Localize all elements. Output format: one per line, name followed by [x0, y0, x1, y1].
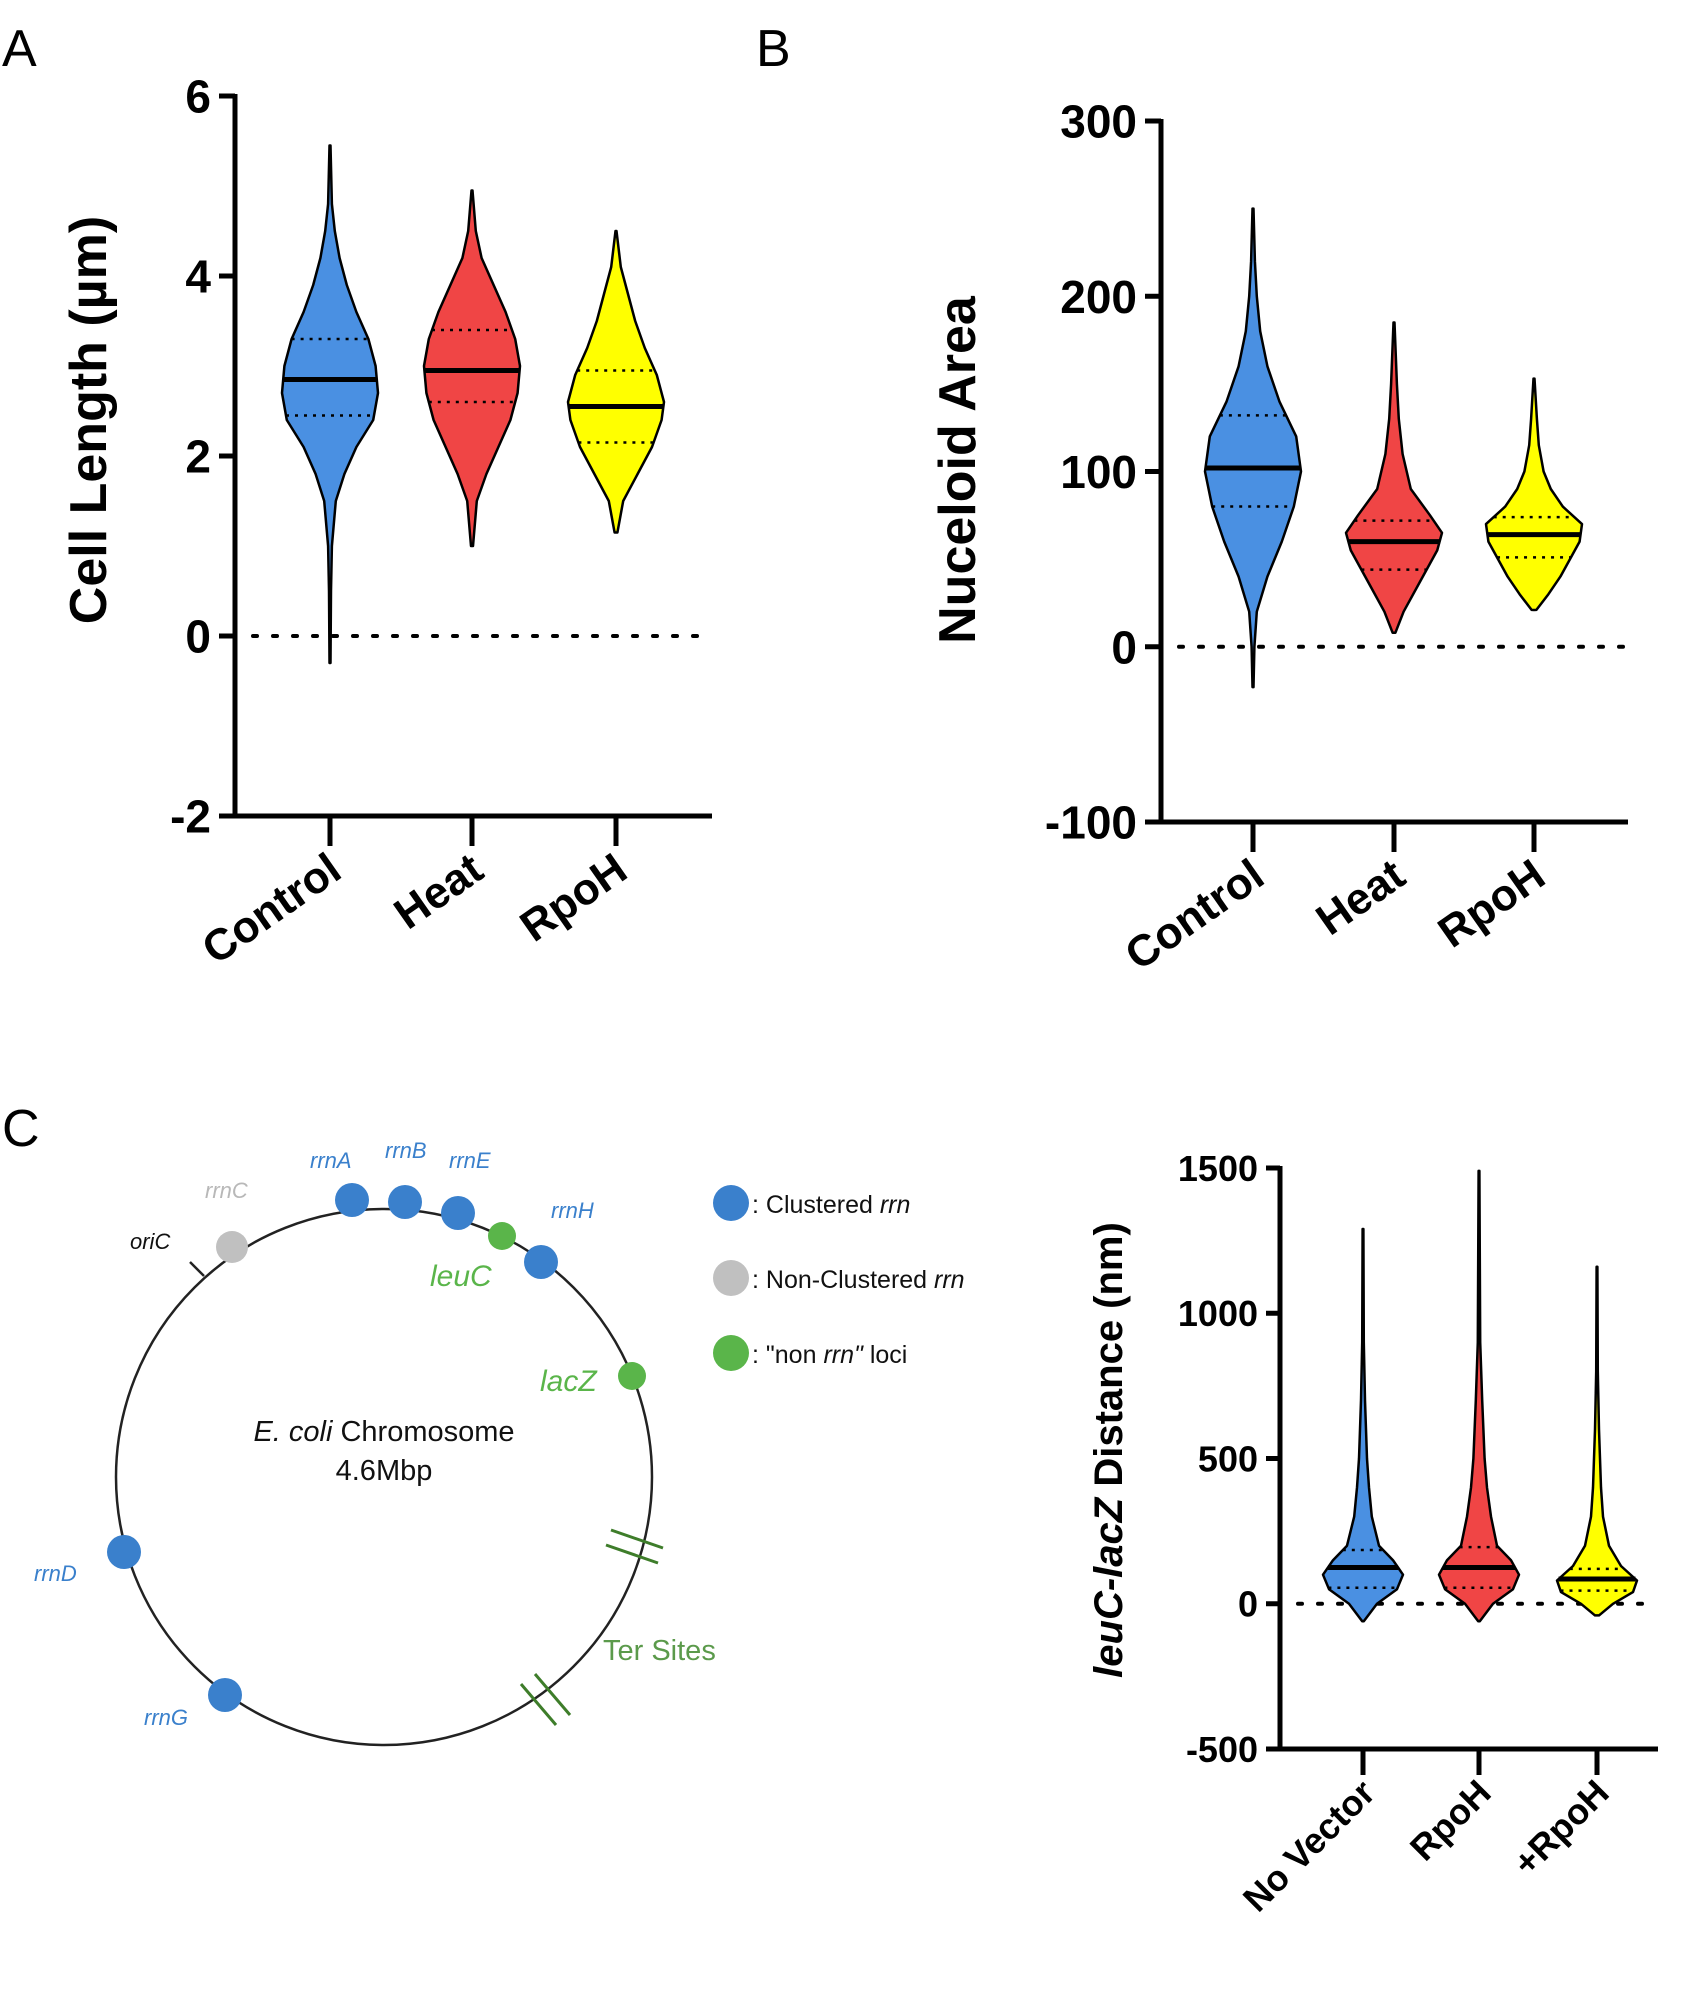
- violin-body-control: [1203, 207, 1303, 689]
- legend-swatch-clustered: [713, 1185, 749, 1221]
- legend-text-clustered-italic: rrn: [880, 1191, 911, 1219]
- locus-lacz-label: lacZ: [540, 1365, 598, 1398]
- y-axis-label: Nuceloid Area: [929, 295, 987, 644]
- y-tick-label-1500: 1500: [1178, 1148, 1258, 1189]
- legend-item-non-clustered: : Non-Clustered rrn: [713, 1260, 965, 1296]
- locus-rrnd-marker: [107, 1535, 141, 1569]
- x-tick-label-control: Control: [194, 844, 350, 974]
- chromosome-title: E. coli Chromosome: [253, 1416, 514, 1448]
- locus-leuc-label: leuC: [430, 1260, 492, 1293]
- y-tick-label-1000: 1000: [1178, 1293, 1258, 1334]
- y-tick-label-500: -500: [1186, 1729, 1258, 1770]
- violin-heat: [1344, 321, 1444, 634]
- locus-leuc-marker: [488, 1222, 516, 1250]
- chromosome-size: 4.6Mbp: [336, 1455, 433, 1487]
- locus-rrna-label: rrnA: [310, 1148, 352, 1173]
- legend-text-non-rrn-suffix: loci: [863, 1341, 907, 1369]
- panel-label-a: A: [2, 20, 37, 78]
- legend-item-clustered: : Clustered rrn: [713, 1185, 910, 1221]
- x-tick-label-heat: Heat: [386, 844, 493, 939]
- ter-site-marks-upper: [605, 1528, 664, 1565]
- x-tick-label-rpoh: RpoH: [1402, 1772, 1499, 1869]
- y-tick-label-2: 2: [185, 431, 211, 483]
- violin-body-rpoh: [1484, 377, 1584, 612]
- y-tick-label-100: -100: [1045, 797, 1137, 849]
- x-tick-label-heat: Heat: [1308, 850, 1415, 945]
- oric-label: oriC: [130, 1229, 170, 1254]
- x-tick-label-rpoh: RpoH: [512, 844, 636, 951]
- legend-text-clustered: : Clustered rrn: [752, 1191, 910, 1219]
- chart-nucleoid-area: -100 0 100 200 300 Control Heat RpoH Nuceloid Ar…: [929, 96, 1630, 980]
- chart-cell-length: -2 0 2 4 6 Control Heat RpoH Cell Length (µm): [60, 71, 714, 974]
- legend-text-non-rrn: : "non rrn" loci: [752, 1341, 907, 1369]
- locus-lacz-marker: [618, 1362, 646, 1390]
- legend-text-non-clustered-italic: rrn: [934, 1266, 965, 1294]
- y-tick-label-500: 500: [1198, 1438, 1258, 1479]
- violin-body-rpoh: [1437, 1169, 1521, 1623]
- violin-no-vector: [1321, 1227, 1405, 1623]
- violin-rpoh: [1555, 1265, 1639, 1617]
- chromosome-title-rest: Chromosome: [332, 1416, 514, 1448]
- violin-heat: [422, 189, 522, 548]
- x-tick-label-rpoh: +RpoH: [1505, 1772, 1617, 1884]
- chromosome-circle: [114, 1207, 654, 1747]
- locus-rrnb-label: rrnB: [385, 1138, 427, 1163]
- y-axis-label-rest: Distance (nm): [1087, 1222, 1131, 1498]
- locus-rrnd-label: rrnD: [34, 1561, 77, 1586]
- violin-control: [280, 144, 380, 665]
- legend-text-non-rrn-italic: rrn": [823, 1341, 864, 1369]
- y-tick-label-200: 200: [1060, 271, 1137, 323]
- chromosome-diagram: oriC Ter Sites rrnC rrnA rrnB rrnE leuC …: [34, 1138, 965, 1747]
- legend-text-non-rrn-prefix: : "non: [752, 1341, 823, 1369]
- violin-body-no-vector: [1321, 1227, 1405, 1623]
- violin-body-rpoh: [1555, 1265, 1639, 1617]
- panel-label-b: B: [756, 20, 791, 78]
- violin-rpoh: [1484, 377, 1584, 612]
- legend-item-non-rrn: : "non rrn" loci: [713, 1335, 907, 1371]
- locus-rrne-marker: [441, 1196, 475, 1230]
- locus-rrnc-label: rrnC: [205, 1178, 248, 1203]
- chart-leuc-lacz-distance: -500 0 500 1000 1500 No Vector RpoH +RpoH leuC-l…: [1087, 1148, 1660, 1920]
- violin-body-control: [280, 144, 380, 665]
- violin-rpoh: [566, 229, 666, 534]
- legend-text-non-clustered-prefix: : Non-Clustered: [752, 1266, 934, 1294]
- chromosome-title-italic: E. coli: [253, 1416, 334, 1448]
- violin-control: [1203, 207, 1303, 689]
- legend-swatch-non-clustered: [713, 1260, 749, 1296]
- legend-swatch-non-rrn: [713, 1335, 749, 1371]
- locus-rrna-marker: [335, 1183, 369, 1217]
- ter-site-marks-lower: [519, 1673, 572, 1726]
- y-axis-label-italic: leuC-lacZ: [1087, 1496, 1131, 1678]
- y-tick-label-100: 100: [1060, 446, 1137, 498]
- y-axis-label: Cell Length (µm): [60, 216, 118, 624]
- locus-rrng-marker: [208, 1678, 242, 1712]
- locus-rrnc-marker: [216, 1231, 248, 1263]
- locus-rrnb-marker: [388, 1185, 422, 1219]
- violin-body-heat: [1344, 321, 1444, 634]
- y-tick-label-2: -2: [170, 791, 211, 843]
- x-tick-label-no-vector: No Vector: [1235, 1772, 1383, 1920]
- violin-rpoh: [1437, 1169, 1521, 1623]
- y-tick-label-0: 0: [1111, 621, 1137, 673]
- legend-text-non-clustered: : Non-Clustered rrn: [752, 1266, 965, 1294]
- y-tick-label-6: 6: [185, 71, 211, 123]
- legend: : Clustered rrn : Non-Clustered rrn : "n…: [713, 1185, 965, 1371]
- y-tick-label-4: 4: [185, 251, 211, 303]
- y-tick-label-0: 0: [185, 611, 211, 663]
- oric-tick: [189, 1261, 205, 1277]
- y-axis-label: leuC-lacZ Distance (nm): [1087, 1222, 1131, 1678]
- y-tick-label-0: 0: [1238, 1584, 1258, 1625]
- x-tick-label-control: Control: [1117, 850, 1273, 980]
- y-tick-label-300: 300: [1060, 96, 1137, 148]
- locus-rrnh-label: rrnH: [551, 1198, 594, 1223]
- ter-sites-label: Ter Sites: [603, 1635, 716, 1667]
- panel-label-c: C: [2, 1100, 40, 1158]
- locus-rrne-label: rrnE: [449, 1148, 491, 1173]
- x-tick-label-rpoh: RpoH: [1430, 850, 1554, 957]
- locus-rrnh-marker: [524, 1245, 558, 1279]
- violin-body-rpoh: [566, 229, 666, 534]
- legend-text-clustered-prefix: : Clustered: [752, 1191, 880, 1219]
- locus-rrng-label: rrnG: [144, 1705, 188, 1730]
